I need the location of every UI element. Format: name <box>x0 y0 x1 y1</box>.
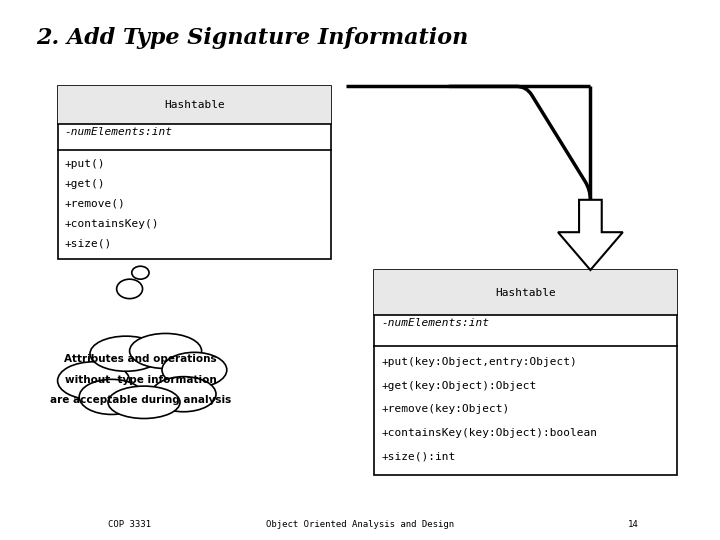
Text: +remove(key:Object): +remove(key:Object) <box>382 404 510 414</box>
Ellipse shape <box>130 333 202 368</box>
Text: COP 3331: COP 3331 <box>108 520 151 529</box>
Text: Hashtable: Hashtable <box>495 288 556 298</box>
Text: +containsKey(key:Object):boolean: +containsKey(key:Object):boolean <box>382 428 598 438</box>
Text: 14: 14 <box>629 520 639 529</box>
Ellipse shape <box>108 386 180 418</box>
Text: -numElements:int: -numElements:int <box>65 127 173 137</box>
Bar <box>374 270 677 475</box>
Text: +size():int: +size():int <box>382 451 456 461</box>
Text: +get(): +get() <box>65 179 105 189</box>
Text: +put(key:Object,entry:Object): +put(key:Object,entry:Object) <box>382 357 577 367</box>
Bar <box>58 86 331 124</box>
Text: +get(key:Object):Object: +get(key:Object):Object <box>382 381 537 391</box>
Ellipse shape <box>58 362 130 400</box>
Text: +size(): +size() <box>65 238 112 248</box>
Circle shape <box>117 279 143 299</box>
Ellipse shape <box>151 377 216 411</box>
Text: without  type information: without type information <box>65 375 216 384</box>
Text: Hashtable: Hashtable <box>164 100 225 110</box>
Text: Object Oriented Analysis and Design: Object Oriented Analysis and Design <box>266 520 454 529</box>
Ellipse shape <box>162 352 227 388</box>
Bar <box>374 270 677 315</box>
Ellipse shape <box>79 379 144 415</box>
Ellipse shape <box>90 336 162 372</box>
Polygon shape <box>558 200 623 270</box>
Circle shape <box>132 266 149 279</box>
Text: 2. Add Type Signature Information: 2. Add Type Signature Information <box>36 27 468 49</box>
Text: +put(): +put() <box>65 159 105 169</box>
Text: Attributes and operations: Attributes and operations <box>64 354 217 364</box>
Text: +containsKey(): +containsKey() <box>65 219 159 228</box>
Text: -numElements:int: -numElements:int <box>382 318 490 328</box>
Bar <box>58 86 331 259</box>
Text: are acceptable during analysis: are acceptable during analysis <box>50 395 231 405</box>
Text: +remove(): +remove() <box>65 199 125 209</box>
Ellipse shape <box>90 350 191 395</box>
